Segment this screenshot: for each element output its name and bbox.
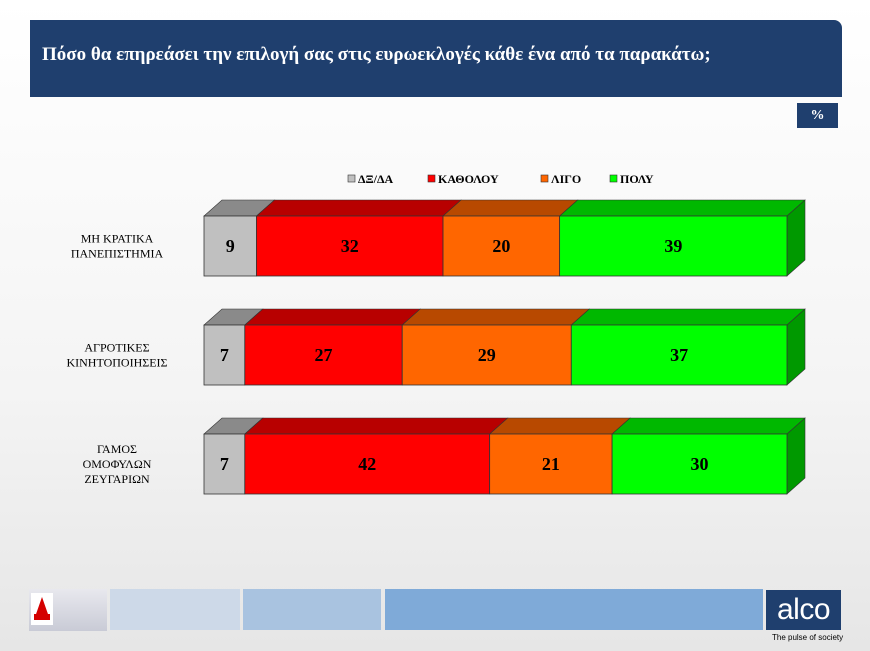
footer-block-2	[243, 589, 381, 630]
alco-tagline: The pulse of society	[772, 633, 844, 642]
data-label-1-1: 9	[226, 236, 235, 256]
data-label-3-4: 30	[691, 454, 709, 474]
bar-top-2-4	[570, 308, 806, 326]
bar-segment-3-1	[203, 433, 246, 495]
data-label-1-2: 32	[341, 236, 359, 256]
footer-block-1	[110, 589, 240, 630]
legend-label-3: ΛΙΓΟ	[551, 172, 581, 186]
percent-badge: %	[797, 103, 838, 128]
bar-top-1-4	[558, 199, 806, 217]
legend-swatch-3	[540, 174, 549, 183]
stacked-bar-chart: ΔΞ/ΔΑ ΚΑΘΟΛΟΥ ΛΙΓΟ ΠΟΛΥ 9 32 20 39 7 27 29 37 7 42 21…	[66, 172, 806, 495]
alpha-news-icon	[31, 593, 53, 625]
bar-segment-2-3	[401, 324, 572, 386]
legend-label-2: ΚΑΘΟΛΟΥ	[438, 172, 499, 186]
chart-legend: ΔΞ/ΔΑ ΚΑΘΟΛΟΥ ΛΙΓΟ ΠΟΛΥ	[347, 172, 654, 186]
data-label-3-2: 42	[358, 454, 376, 474]
page-title: Πόσο θα επηρεάσει την επιλογή σας στις ε…	[42, 44, 711, 65]
category-label-line: ΜΗ ΚΡΑΤΙΚΑ	[81, 232, 154, 246]
legend-swatch-4	[609, 174, 618, 183]
bar-top-1-2	[255, 199, 462, 217]
data-label-1-3: 20	[492, 236, 510, 256]
legend-swatch-2	[427, 174, 436, 183]
category-label-line: ΑΓΡΟΤΙΚΕΣ	[84, 341, 149, 355]
category-label-line: ΟΜΟΦΥΛΩΝ	[83, 457, 152, 471]
legend-swatch-1	[347, 174, 356, 183]
bar-top-1-3	[442, 199, 579, 217]
data-label-1-4: 39	[664, 236, 682, 256]
data-label-3-3: 21	[542, 454, 560, 474]
data-label-2-4: 37	[670, 345, 688, 365]
category-label-2: ΑΓΡΟΤΙΚΕΣ ΚΙΝΗΤΟΠΟΙΗΣΕΙΣ	[66, 341, 167, 370]
bar-segment-1-3	[442, 215, 561, 277]
alpha-news-logo	[29, 589, 107, 631]
chart-bars: 9 32 20 39 7 27 29 37 7 42 21 30	[203, 199, 806, 495]
footer-block-3	[385, 589, 763, 630]
legend-label-1: ΔΞ/ΔΑ	[358, 172, 394, 186]
bar-segment-3-2	[244, 433, 491, 495]
bar-segment-1-2	[256, 215, 444, 277]
category-label-line: ΠΑΝΕΠΙΣΤΗΜΙΑ	[71, 247, 164, 261]
data-label-3-1: 7	[220, 454, 229, 474]
category-label-line: ΖΕΥΓΑΡΙΩΝ	[84, 472, 150, 486]
bar-top-3-3	[488, 417, 631, 435]
category-label-line: ΚΙΝΗΤΟΠΟΙΗΣΕΙΣ	[66, 356, 167, 370]
bar-top-3-2	[244, 417, 509, 435]
title-bar: Πόσο θα επηρεάσει την επιλογή σας στις ε…	[30, 20, 842, 97]
data-label-2-1: 7	[220, 345, 229, 365]
category-label-3: ΓΑΜΟΣ ΟΜΟΦΥΛΩΝ ΖΕΥΓΑΡΙΩΝ	[83, 442, 152, 486]
bar-segment-3-4	[611, 433, 788, 495]
bar-top-2-3	[401, 308, 591, 326]
bar-segment-2-2	[244, 324, 403, 386]
data-label-2-2: 27	[315, 345, 333, 365]
bar-segment-2-4	[570, 324, 788, 386]
bar-top-2-2	[244, 308, 422, 326]
chart-category-labels: ΜΗ ΚΡΑΤΙΚΑ ΠΑΝΕΠΙΣΤΗΜΙΑ ΑΓΡΟΤΙΚΕΣ ΚΙΝΗΤΟΠΟΙ…	[66, 232, 167, 487]
bar-top-3-4	[611, 417, 806, 435]
category-label-1: ΜΗ ΚΡΑΤΙΚΑ ΠΑΝΕΠΙΣΤΗΜΙΑ	[71, 232, 164, 261]
legend-label-4: ΠΟΛΥ	[620, 172, 654, 186]
category-label-line: ΓΑΜΟΣ	[97, 442, 137, 456]
data-label-2-3: 29	[478, 345, 496, 365]
bar-segment-1-4	[559, 215, 788, 277]
bar-segment-3-3	[489, 433, 613, 495]
alco-logo: alco	[766, 590, 841, 630]
